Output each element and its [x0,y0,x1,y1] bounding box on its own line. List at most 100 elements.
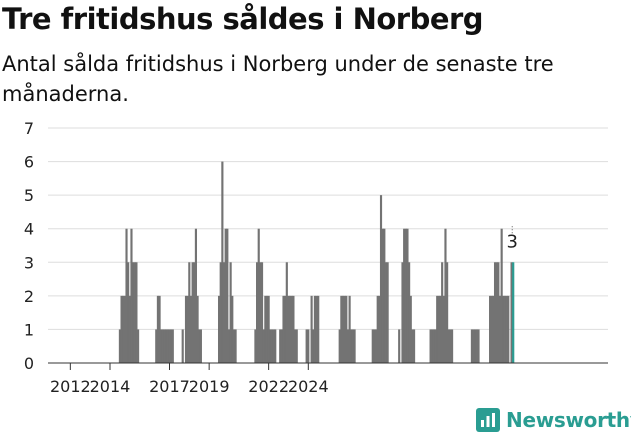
bar [290,295,293,363]
bar [118,329,121,363]
bar [497,262,500,363]
x-tick-label: 2014 [90,377,131,396]
bar [125,228,128,363]
y-tick-label: 7 [24,119,34,138]
bar [254,329,257,363]
bar [227,329,231,363]
bar [256,262,259,363]
bar [226,228,229,363]
bar [160,329,163,363]
bar [404,228,407,363]
bar [196,295,199,363]
bar [451,329,454,363]
bar [120,295,123,363]
bar [313,295,316,363]
bar [351,329,355,363]
bar [282,295,285,363]
bar [307,329,310,363]
bar [381,228,384,363]
brand-name: Newsworthy [506,408,631,432]
bar [262,329,265,363]
bar [470,329,473,363]
bar [287,295,290,363]
bar [305,329,308,363]
bar [312,329,315,363]
bar [500,228,503,363]
bar [267,295,270,363]
chart-title: Tre fritidshus såldes i Norberg [2,2,484,36]
bar [137,329,140,363]
x-tick-label: 2019 [189,377,230,396]
bar [231,295,234,363]
bar [294,329,297,363]
bar [191,262,194,363]
bar [383,228,386,363]
grid-lines [48,127,608,330]
y-tick-label: 6 [24,153,34,172]
bar [505,295,508,363]
bar [386,262,389,363]
bar [409,295,412,363]
bar [408,262,411,363]
bar [442,295,445,363]
x-tick-label: 2012 [50,377,91,396]
bar [378,295,381,363]
bar [340,295,343,363]
bar [403,228,406,363]
y-tick-label: 4 [24,220,34,239]
bar [444,228,447,363]
bar [411,329,414,363]
bar [437,295,440,363]
bar [279,329,282,363]
bar [165,329,168,363]
bar [270,329,274,363]
bar [130,228,133,363]
bar [492,295,495,363]
bar [315,295,318,363]
x-tick-label: 2022 [248,377,289,396]
bar [133,262,136,363]
y-tick-label: 1 [24,320,34,339]
bar [155,329,158,363]
bar [161,329,164,363]
bar [317,295,320,363]
bar [289,295,292,363]
bar-chart-logo-icon [476,408,500,432]
bar [224,228,227,363]
newsworthy-logo[interactable]: Newsworthy [476,408,631,432]
bar [446,262,449,363]
bar [156,295,159,363]
bar [259,262,262,363]
bar [439,295,442,363]
bar [269,329,272,363]
bar [292,295,295,363]
bar [264,295,267,363]
bar [447,329,450,363]
bar [350,329,353,363]
bar [346,329,350,363]
bar [495,262,498,363]
bar-series [118,161,515,363]
bar [341,295,345,363]
bar [384,262,388,363]
bar [512,262,515,363]
bar [431,329,434,363]
bar [498,295,502,363]
bar [127,262,130,363]
bar [503,295,507,363]
bar [181,329,184,363]
bar [198,329,201,363]
y-tick-label: 2 [24,287,34,306]
bar [489,295,492,363]
bar [163,329,166,363]
bar [280,329,283,363]
bar [502,295,505,363]
bar [348,295,351,363]
bar [193,262,196,363]
bar [406,228,409,363]
bar [199,329,202,363]
bar [432,329,435,363]
bar [475,329,478,363]
